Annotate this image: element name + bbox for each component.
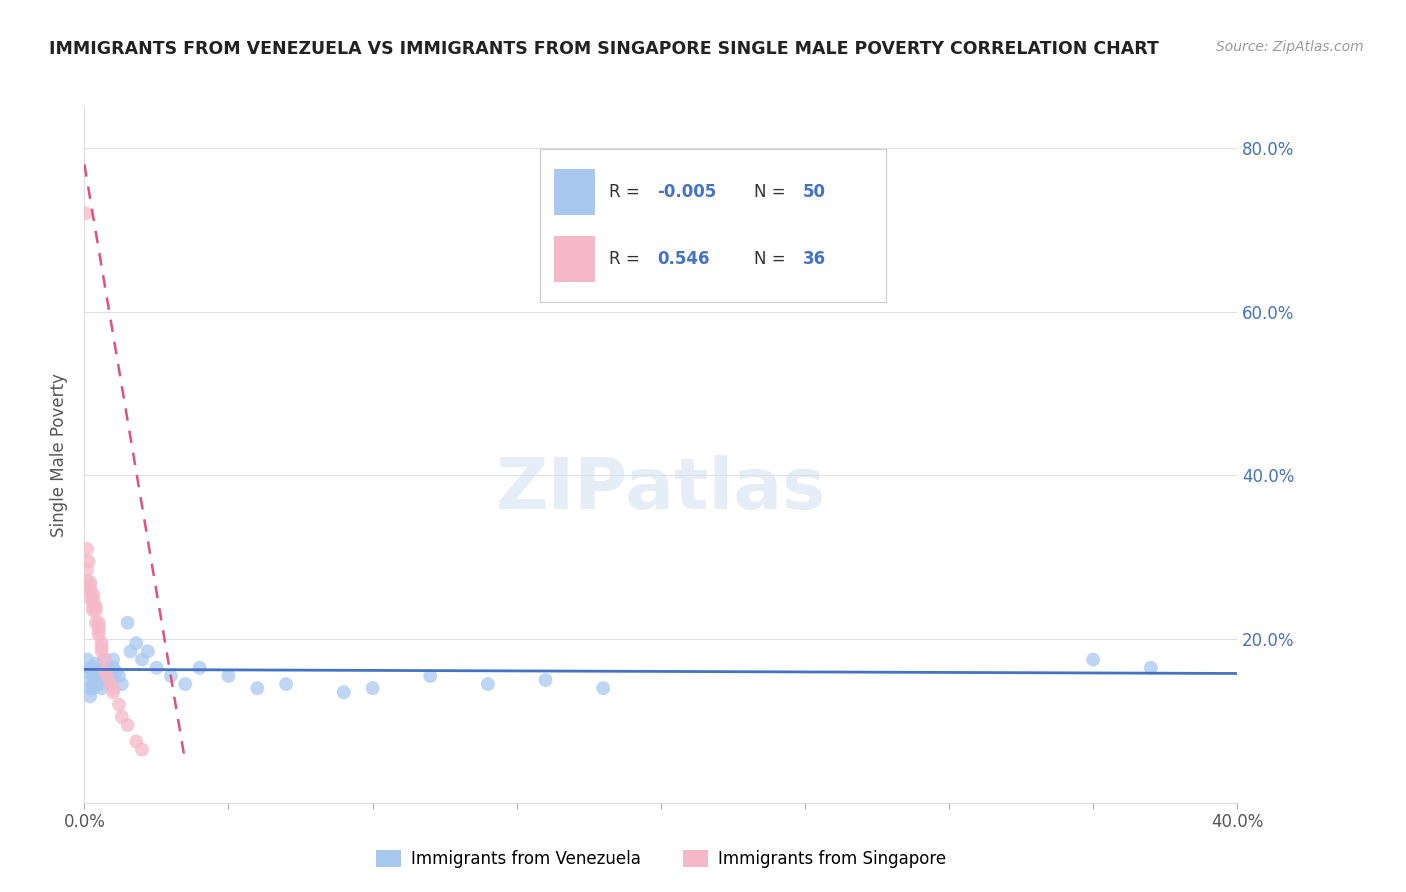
- Legend: Immigrants from Venezuela, Immigrants from Singapore: Immigrants from Venezuela, Immigrants fr…: [370, 843, 952, 874]
- Point: [111, 710, 134, 724]
- Point: [592, 681, 614, 696]
- Point: [90, 636, 112, 650]
- Point: [477, 677, 499, 691]
- Point: [79, 673, 101, 687]
- Point: [82, 677, 104, 691]
- Point: [87, 615, 110, 630]
- Point: [218, 669, 240, 683]
- Point: [160, 669, 183, 683]
- Point: [79, 591, 101, 606]
- Point: [76, 542, 98, 557]
- Point: [419, 669, 441, 683]
- Text: Source: ZipAtlas.com: Source: ZipAtlas.com: [1216, 40, 1364, 54]
- Point: [76, 579, 98, 593]
- Point: [96, 669, 118, 683]
- Point: [1140, 661, 1163, 675]
- Point: [96, 669, 118, 683]
- Point: [79, 582, 101, 597]
- Point: [125, 734, 148, 748]
- Point: [76, 665, 98, 679]
- Point: [84, 673, 107, 687]
- Point: [117, 615, 139, 630]
- Point: [82, 681, 104, 696]
- Point: [79, 574, 101, 589]
- Point: [76, 652, 98, 666]
- Point: [82, 587, 104, 601]
- Point: [93, 652, 115, 666]
- Point: [79, 690, 101, 704]
- Point: [103, 661, 125, 675]
- Point: [111, 677, 134, 691]
- Point: [90, 661, 112, 675]
- Point: [246, 681, 269, 696]
- Point: [82, 669, 104, 683]
- Point: [117, 718, 139, 732]
- Point: [82, 591, 104, 606]
- Point: [90, 673, 112, 687]
- Point: [105, 665, 128, 679]
- Point: [332, 685, 354, 699]
- Point: [90, 640, 112, 655]
- Text: IMMIGRANTS FROM VENEZUELA VS IMMIGRANTS FROM SINGAPORE SINGLE MALE POVERTY CORRE: IMMIGRANTS FROM VENEZUELA VS IMMIGRANTS …: [49, 40, 1159, 58]
- Point: [98, 673, 121, 687]
- Point: [82, 599, 104, 614]
- Y-axis label: Single Male Poverty: Single Male Poverty: [51, 373, 69, 537]
- Point: [534, 673, 557, 687]
- Point: [145, 661, 167, 675]
- Point: [82, 665, 104, 679]
- Point: [93, 665, 115, 679]
- Point: [79, 681, 101, 696]
- Point: [79, 661, 101, 675]
- Point: [98, 677, 121, 691]
- Point: [125, 636, 148, 650]
- Point: [361, 681, 384, 696]
- Point: [90, 681, 112, 696]
- Point: [82, 603, 104, 617]
- Point: [79, 579, 101, 593]
- Point: [96, 661, 118, 675]
- Point: [131, 742, 153, 756]
- Point: [87, 628, 110, 642]
- Point: [93, 652, 115, 666]
- Point: [1083, 652, 1105, 666]
- Point: [87, 624, 110, 638]
- Point: [93, 665, 115, 679]
- Point: [136, 644, 159, 658]
- Point: [188, 661, 211, 675]
- Point: [87, 620, 110, 634]
- Point: [84, 661, 107, 675]
- Point: [276, 677, 298, 691]
- Point: [87, 677, 110, 691]
- Point: [120, 644, 142, 658]
- Point: [84, 603, 107, 617]
- Point: [131, 652, 153, 666]
- Point: [87, 669, 110, 683]
- Point: [87, 665, 110, 679]
- Point: [90, 644, 112, 658]
- Point: [108, 669, 131, 683]
- Point: [84, 657, 107, 671]
- Point: [76, 574, 98, 589]
- Point: [84, 615, 107, 630]
- Point: [75, 206, 97, 220]
- Text: ZIPatlas: ZIPatlas: [496, 455, 825, 524]
- Point: [76, 562, 98, 576]
- Point: [108, 698, 131, 712]
- Point: [84, 669, 107, 683]
- Point: [103, 681, 125, 696]
- Point: [77, 554, 100, 568]
- Point: [103, 652, 125, 666]
- Point: [174, 677, 197, 691]
- Point: [84, 599, 107, 614]
- Point: [82, 595, 104, 609]
- Point: [103, 685, 125, 699]
